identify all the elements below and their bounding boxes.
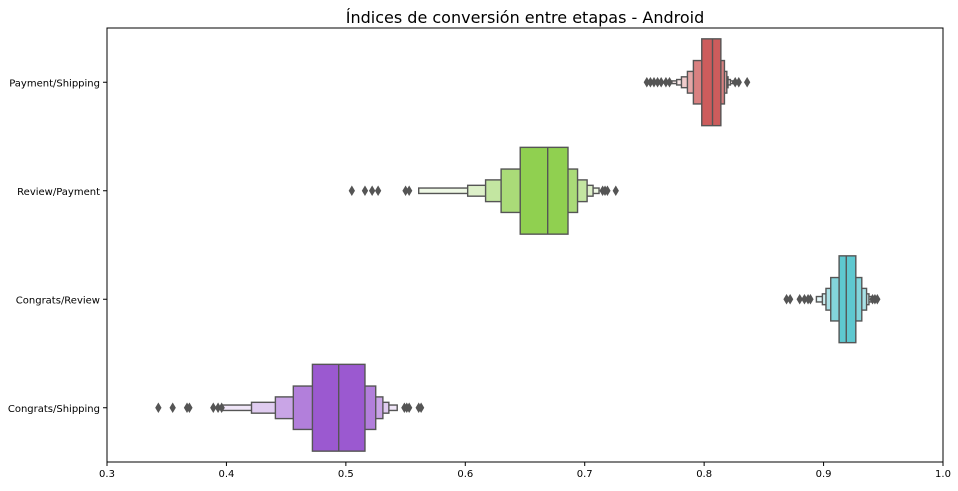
y-tick-label: Payment/Shipping — [9, 78, 100, 89]
outlier-point — [417, 402, 425, 414]
outlier-point — [155, 402, 162, 414]
outlier-point — [786, 293, 794, 305]
series-congrats-review — [783, 255, 881, 344]
plot-frame — [106, 27, 944, 463]
series-review-payment — [348, 146, 619, 235]
outlier-point — [612, 185, 619, 197]
x-tick-label: 0.5 — [338, 469, 354, 480]
outlier-point — [186, 402, 193, 414]
plot-area — [155, 38, 881, 452]
x-tick-label: 0.9 — [816, 469, 832, 480]
y-tick-label: Congrats/Shipping — [8, 404, 100, 415]
y-tick-label: Review/Payment — [17, 187, 100, 198]
series-payment-shipping — [643, 38, 751, 127]
x-tick-label: 0.7 — [577, 469, 593, 480]
series-congrats-shipping — [155, 363, 425, 452]
outlier-point — [807, 293, 814, 305]
x-tick-label: 0.8 — [696, 469, 712, 480]
outlier-point — [361, 185, 369, 197]
outlier-point — [348, 185, 355, 197]
boxen-box — [701, 38, 722, 127]
outlier-point — [666, 76, 673, 88]
x-tick-label: 0.4 — [218, 469, 234, 480]
outlier-point — [743, 76, 751, 88]
outlier-point — [405, 185, 413, 197]
x-tick-label: 1.0 — [935, 469, 951, 480]
outlier-point — [218, 402, 225, 414]
outlier-point — [374, 185, 382, 197]
boxen-box — [519, 146, 569, 235]
x-tick-label: 0.3 — [99, 469, 115, 480]
outlier-point — [735, 76, 742, 88]
outlier-point — [796, 293, 803, 305]
outlier-point — [405, 402, 413, 414]
outlier-point — [169, 402, 176, 414]
y-tick-label: Congrats/Review — [16, 295, 100, 306]
outlier-point — [604, 185, 611, 197]
outlier-point — [368, 185, 376, 197]
outlier-point — [874, 293, 881, 305]
x-tick-label: 0.6 — [457, 469, 473, 480]
outlier-point — [210, 402, 217, 414]
chart-title: Índices de conversión entre etapas - And… — [346, 8, 704, 27]
outlier-point — [657, 76, 665, 88]
axes: Payment/Shipping Review/Payment Congrats/R… — [8, 78, 951, 480]
boxen-box — [838, 255, 857, 344]
